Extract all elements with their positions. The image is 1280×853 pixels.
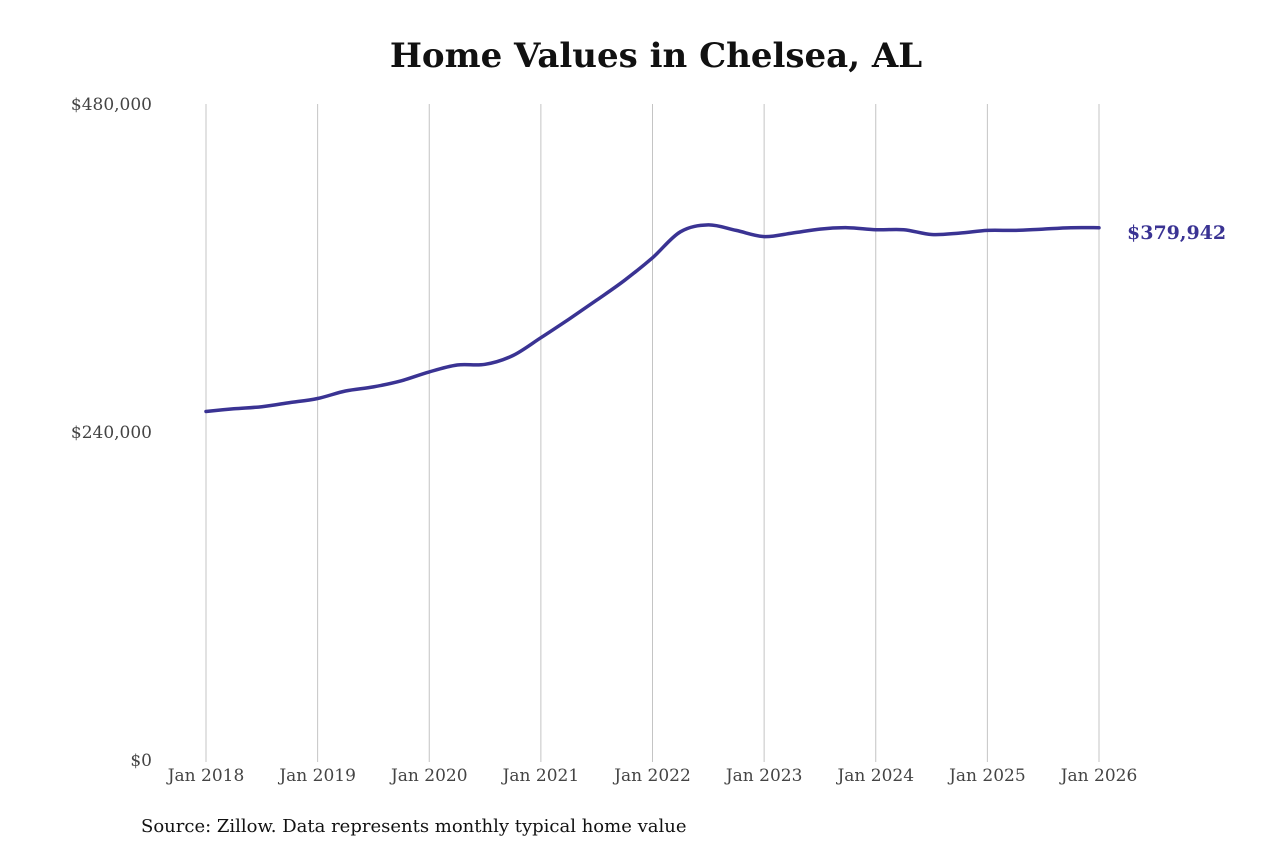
- x-tick-label: Jan 2020: [389, 766, 468, 786]
- x-gridlines: [205, 104, 1100, 762]
- x-tick-label: Jan 2023: [724, 766, 803, 786]
- x-tick-label: Jan 2024: [835, 766, 914, 786]
- source-note: Source: Zillow. Data represents monthly …: [141, 816, 687, 837]
- x-tick-label: Jan 2026: [1059, 766, 1138, 786]
- series-line: [204, 223, 1101, 414]
- y-tick-label: $0: [130, 751, 152, 771]
- chart-title: Home Values in Chelsea, AL: [389, 36, 923, 76]
- x-tick-label: Jan 2018: [166, 766, 245, 786]
- y-tick-label: $480,000: [71, 95, 152, 115]
- end-value-label: $379,942: [1127, 222, 1226, 244]
- x-tick-label: Jan 2022: [612, 766, 691, 786]
- x-tick-label: Jan 2019: [277, 766, 356, 786]
- x-tick-label: Jan 2025: [947, 766, 1026, 786]
- x-axis-tick-labels: Jan 2018 Jan 2019 Jan 2020 Jan 2021 Jan 2022…: [166, 766, 1138, 786]
- y-tick-label: $240,000: [71, 423, 152, 443]
- x-tick-label: Jan 2021: [501, 766, 580, 786]
- series-lines: [204, 223, 1101, 414]
- y-axis-tick-labels: $0 $240,000 $480,000: [71, 95, 152, 771]
